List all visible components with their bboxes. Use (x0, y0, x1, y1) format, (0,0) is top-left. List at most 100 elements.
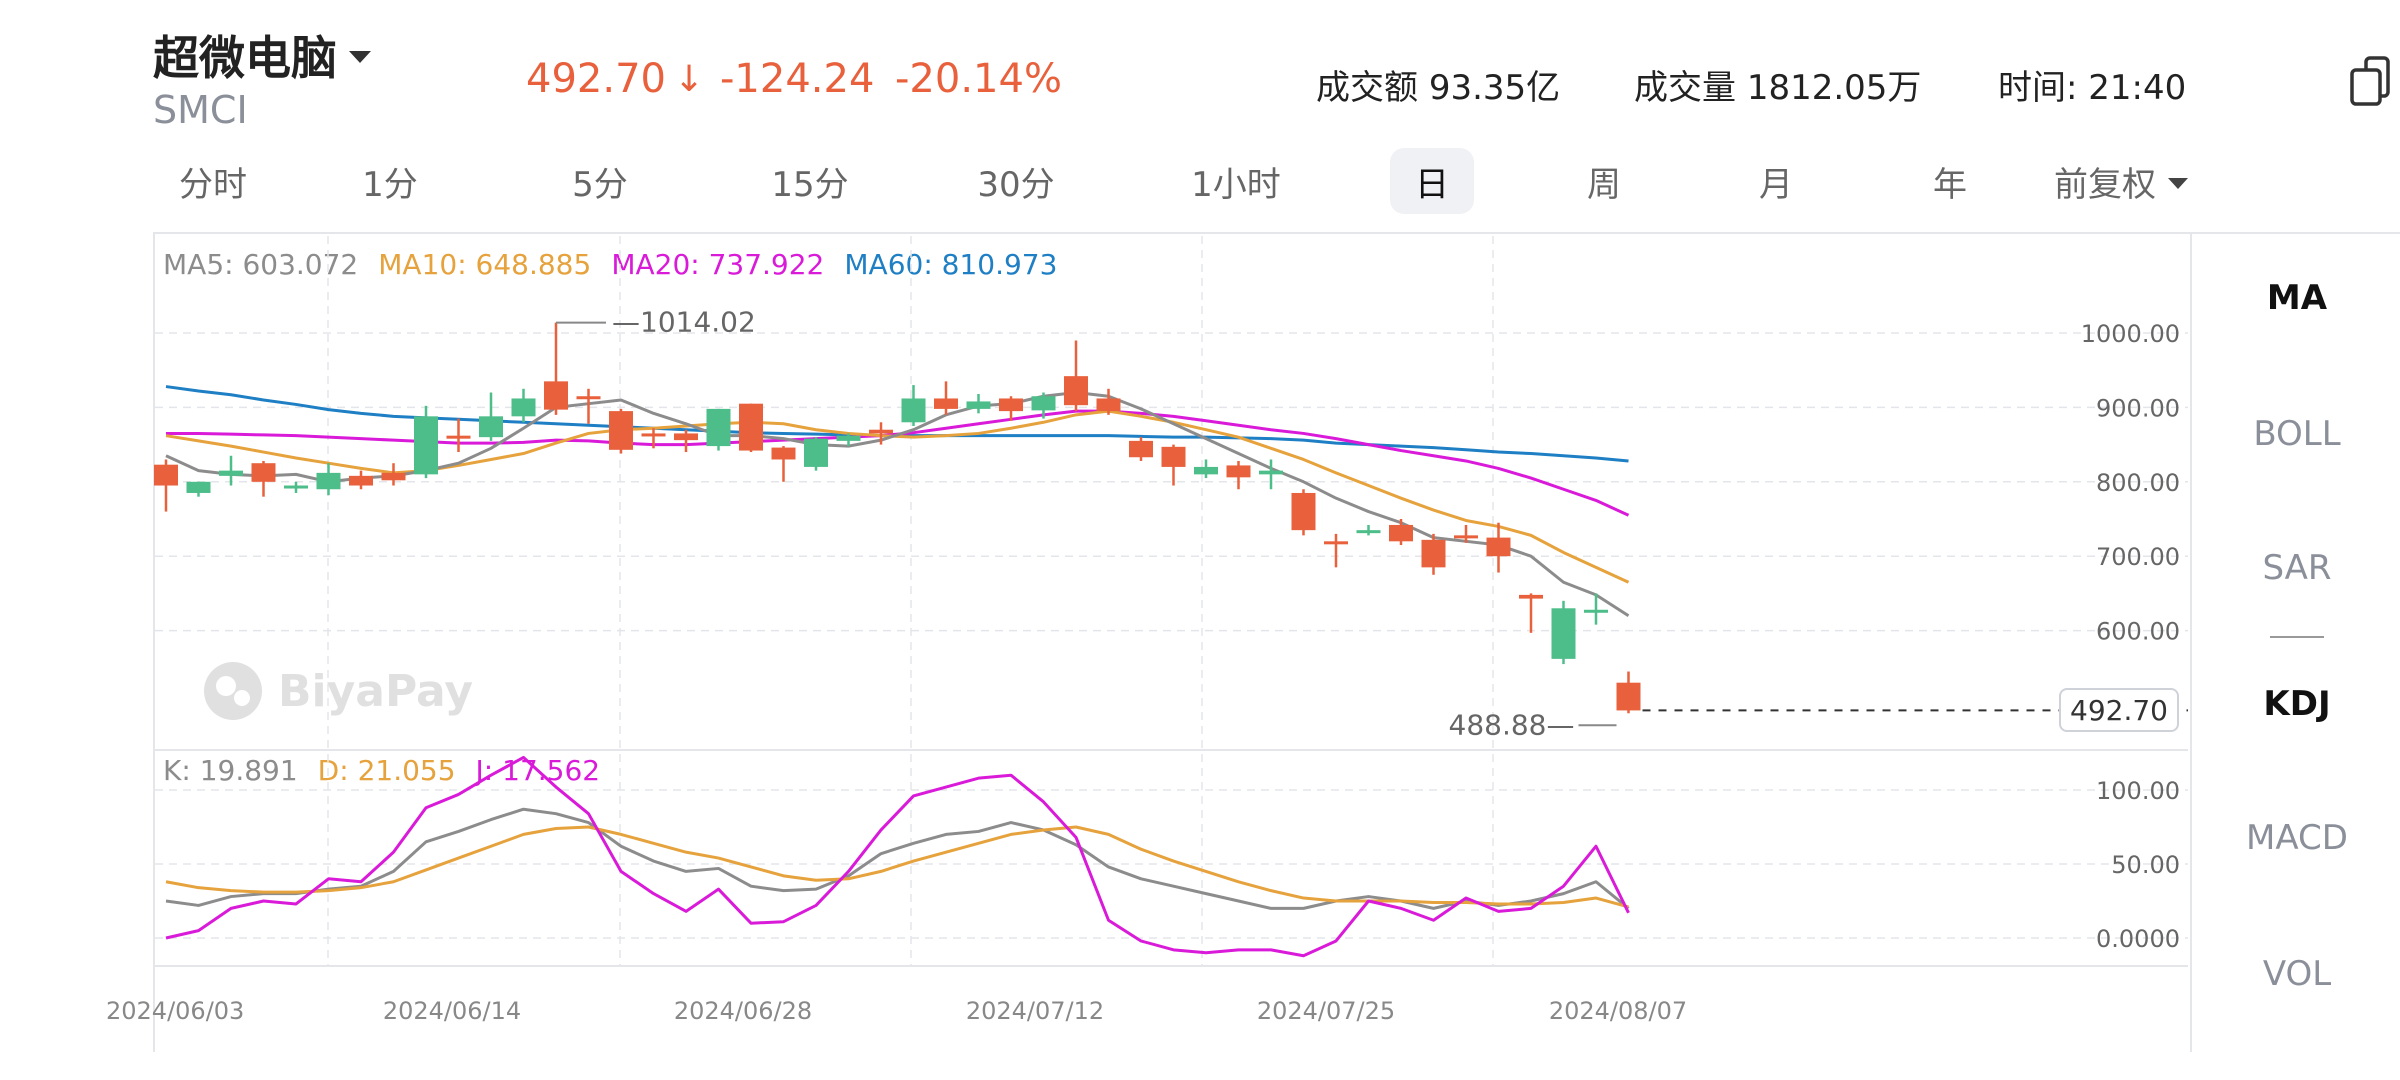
tab-1hour[interactable]: 1小时 (1166, 148, 1306, 214)
indicator-macd[interactable]: MACD (2246, 818, 2348, 858)
kdj-legend: K: 19.891 D: 21.055 J: 17.562 (163, 754, 600, 787)
candle-down (576, 396, 601, 400)
chevron-down-icon (2168, 177, 2188, 189)
tab-daily[interactable]: 日 (1390, 148, 1474, 214)
chevron-down-icon (349, 51, 371, 63)
tab-intraday[interactable]: 分时 (150, 148, 276, 214)
watermark-text: BiyaPay (278, 665, 474, 717)
candle-down (869, 429, 893, 434)
candle-up (511, 398, 536, 417)
candle-down (1226, 465, 1251, 478)
candle-down (1161, 446, 1186, 467)
candle-down (1421, 539, 1446, 568)
tab-label: 周 (1587, 164, 1621, 205)
legend-k: K: 19.891 (163, 754, 298, 787)
date-axis-label: 2024/08/07 (1549, 997, 1687, 1025)
last-price: 492.70 ↓ (526, 56, 704, 102)
candle-down (771, 447, 796, 460)
candle-up (316, 472, 341, 490)
kdj-d-line (165, 825, 1629, 909)
kdj-axis-label: 100.00 (2096, 777, 2180, 805)
price-axis-label: 900.00 (2096, 394, 2180, 422)
tab-yearly[interactable]: 年 (1908, 148, 1992, 214)
indicator-vol[interactable]: VOL (2262, 954, 2332, 994)
date-axis-label: 2024/07/12 (966, 997, 1104, 1025)
tab-1min[interactable]: 1分 (340, 148, 440, 214)
watermark: BiyaPay (200, 660, 473, 722)
candle-down (609, 411, 633, 450)
time-value: 21:40 (2088, 68, 2187, 108)
last-price-value: 492.70 (526, 56, 666, 102)
adjust-dropdown[interactable]: 前复权 (2046, 148, 2196, 214)
tab-label: 1小时 (1191, 164, 1281, 205)
tab-label: 30分 (977, 164, 1055, 205)
tab-label: 15分 (771, 164, 849, 205)
candle-down (154, 464, 178, 486)
candle-down (1519, 594, 1543, 599)
tab-label: 1分 (362, 164, 418, 205)
tab-label: 日 (1415, 164, 1449, 205)
legend-ma20: MA20: 737.922 (611, 248, 825, 281)
candle-up (836, 435, 861, 441)
candle-down (349, 475, 373, 486)
volume-stat: 成交量 1812.05万 (1634, 60, 1921, 109)
candle-up (706, 408, 731, 447)
candle-down (1324, 541, 1348, 545)
turnover-value: 93.35亿 (1428, 68, 1561, 108)
turnover-stat: 成交额 93.35亿 (1316, 60, 1560, 109)
date-axis-label: 2024/06/28 (674, 997, 812, 1025)
tab-label: 月 (1759, 164, 1793, 205)
tab-5min[interactable]: 5分 (550, 148, 650, 214)
candle-up (966, 401, 991, 409)
ma60-line (165, 385, 1629, 463)
price-axis-label: 1000.00 (2081, 320, 2180, 348)
candle-up (1031, 396, 1056, 411)
price-change-pct: -20.14% (895, 56, 1062, 102)
volume-label: 成交量 (1634, 68, 1736, 108)
kdj-axis-label: 50.00 (2111, 851, 2180, 879)
indicator-ma[interactable]: MA (2266, 278, 2328, 318)
indicator-panel: MA BOLL SAR KDJ MACD VOL (2190, 232, 2400, 1052)
kdj-k-line (165, 807, 1630, 910)
candle-down (1291, 492, 1316, 531)
tab-15min[interactable]: 15分 (750, 148, 870, 214)
tab-weekly[interactable]: 周 (1562, 148, 1646, 214)
kdj-axis-label: 0.0000 (2096, 925, 2180, 953)
indicator-sar[interactable]: SAR (2262, 548, 2332, 588)
date-axis-label: 2024/07/25 (1257, 997, 1395, 1025)
candle-up (284, 485, 308, 489)
tab-label: 5分 (572, 164, 628, 205)
price-axis-label: 700.00 (2096, 543, 2180, 571)
share-icon[interactable] (2350, 56, 2392, 106)
candle-up (414, 416, 438, 475)
adjust-label: 前复权 (2054, 164, 2156, 205)
chart-area[interactable] (153, 232, 2400, 1052)
candle-down (1389, 524, 1413, 542)
kdj-j-line (165, 755, 1630, 958)
tab-30min[interactable]: 30分 (956, 148, 1076, 214)
arrow-down-icon: ↓ (673, 58, 705, 100)
candle-up (186, 481, 211, 493)
indicator-kdj[interactable]: KDJ (2263, 684, 2331, 724)
stock-name-selector[interactable]: 超微电脑 (153, 22, 371, 88)
candle-down (739, 403, 763, 451)
tab-label: 分时 (179, 164, 247, 205)
time-stat: 时间: 21:40 (1998, 60, 2186, 109)
tab-monthly[interactable]: 月 (1734, 148, 1818, 214)
candle-up (219, 470, 243, 476)
candle-up (1259, 470, 1283, 475)
legend-ma60: MA60: 810.973 (844, 248, 1058, 281)
candle-down (1486, 537, 1511, 557)
legend-ma10: MA10: 648.885 (378, 248, 592, 281)
indicator-boll[interactable]: BOLL (2253, 414, 2341, 454)
tab-label: 年 (1933, 164, 1967, 205)
candle-down (934, 398, 958, 409)
date-axis-label: 2024/06/14 (383, 997, 521, 1025)
candle-down (1129, 440, 1153, 458)
candle-up (1551, 608, 1576, 659)
time-label: 时间: (1998, 68, 2078, 108)
candle-down (641, 433, 666, 437)
candle-down (251, 463, 276, 482)
